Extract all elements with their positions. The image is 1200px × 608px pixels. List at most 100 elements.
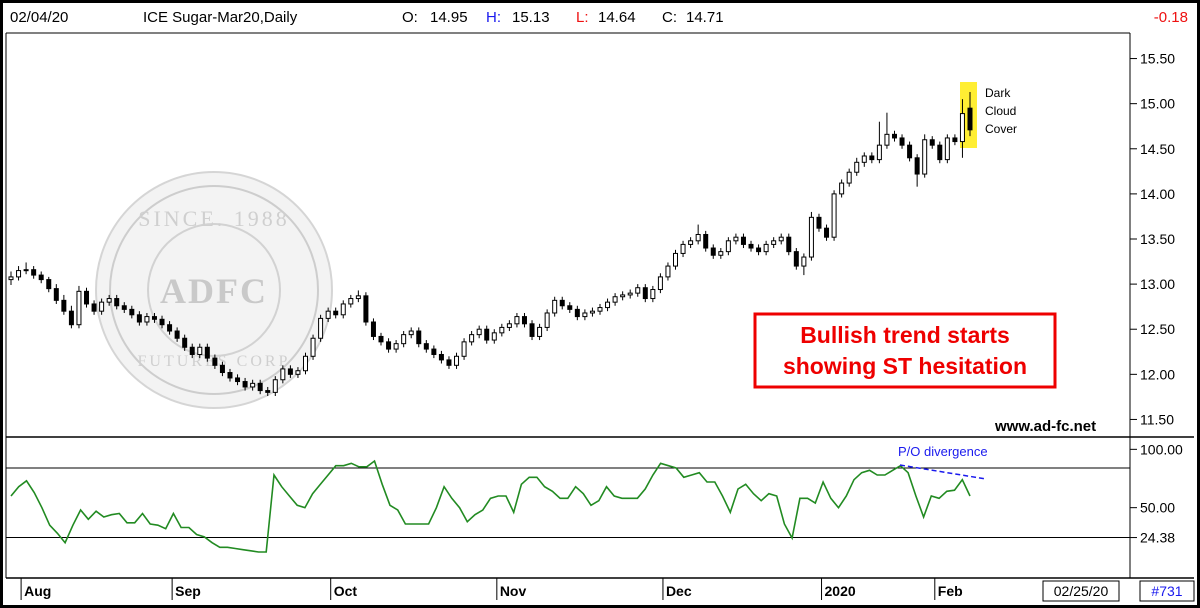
down-candle xyxy=(416,330,422,345)
down-candle xyxy=(529,323,535,337)
up-candle xyxy=(302,355,308,372)
up-candle xyxy=(393,343,399,350)
up-candle xyxy=(846,171,852,184)
up-candle xyxy=(106,298,112,303)
down-candle xyxy=(287,368,293,375)
x-tick-label: Sep xyxy=(175,583,201,599)
up-candle xyxy=(552,299,558,314)
down-candle xyxy=(756,247,762,253)
down-candle xyxy=(559,299,565,307)
down-candle xyxy=(227,372,233,379)
x-tick-label: Aug xyxy=(24,583,51,599)
open-value: 14.95 xyxy=(430,9,468,26)
up-candle xyxy=(944,137,950,161)
up-candle xyxy=(250,382,256,388)
price-tick-label: 15.50 xyxy=(1140,51,1175,67)
adfc-seal-watermark: SINCE. 1988 ADFC FUTURES CORP xyxy=(95,171,333,409)
up-candle xyxy=(612,296,618,303)
up-candle xyxy=(272,379,278,393)
up-candle xyxy=(355,295,361,300)
up-candle xyxy=(348,298,354,305)
up-candle xyxy=(801,256,807,267)
divergence-label: P/O divergence xyxy=(898,444,988,459)
up-candle xyxy=(476,328,482,336)
up-candle xyxy=(76,290,82,326)
up-candle xyxy=(778,236,784,242)
price-tick-label: 12.50 xyxy=(1140,321,1175,337)
up-candle xyxy=(808,216,814,258)
down-candle xyxy=(378,335,384,343)
up-candle xyxy=(650,289,656,300)
price-tick-label: 13.50 xyxy=(1140,231,1175,247)
up-candle xyxy=(839,182,845,195)
up-candle xyxy=(854,161,860,173)
oscillator-line xyxy=(10,459,971,553)
down-candle xyxy=(869,155,875,161)
pattern-label-line3: Cover xyxy=(985,122,1017,136)
up-candle xyxy=(318,317,324,339)
up-candle xyxy=(688,240,694,245)
price-tick-label: 14.00 xyxy=(1140,186,1175,202)
x-tick-label: 2020 xyxy=(825,583,856,599)
up-candle xyxy=(8,276,14,281)
up-candle xyxy=(295,370,301,375)
down-candle xyxy=(136,314,142,323)
x-tick-label: Dec xyxy=(666,583,692,599)
down-candle xyxy=(574,308,580,318)
up-candle xyxy=(499,326,505,334)
down-candle xyxy=(929,139,935,146)
down-candle xyxy=(333,310,339,316)
down-candle xyxy=(174,330,180,339)
up-candle xyxy=(861,155,867,163)
up-candle xyxy=(665,265,671,278)
price-tick-label: 13.00 xyxy=(1140,276,1175,292)
chart-number-box xyxy=(1139,580,1195,602)
down-candle xyxy=(91,303,97,312)
seal-text-top: SINCE. 1988 xyxy=(138,206,290,231)
down-candle xyxy=(907,144,913,159)
header-date: 02/04/20 xyxy=(10,9,68,26)
up-candle xyxy=(197,346,203,355)
up-candle xyxy=(280,368,286,381)
highlighted-candles xyxy=(959,91,973,158)
down-candle xyxy=(386,341,392,350)
down-candle xyxy=(189,346,195,355)
down-candle xyxy=(914,157,920,175)
up-candle xyxy=(454,355,460,366)
price-tick-label: 15.00 xyxy=(1140,96,1175,112)
down-candle xyxy=(642,287,648,300)
pattern-label-line2: Cloud xyxy=(985,104,1016,118)
up-candle xyxy=(831,193,837,238)
up-candle xyxy=(16,270,22,278)
up-candle xyxy=(733,236,739,242)
down-candle xyxy=(219,364,225,374)
down-candle xyxy=(61,299,67,312)
divergence-line xyxy=(899,464,987,480)
down-candle xyxy=(257,382,263,392)
up-candle xyxy=(657,276,663,291)
down-candle xyxy=(235,377,241,383)
high-label: H: xyxy=(486,9,501,26)
x-tick-label: Nov xyxy=(500,583,527,599)
callout-line1: Bullish trend starts xyxy=(800,322,1010,348)
oscillator-tick-label: 50.00 xyxy=(1140,500,1175,516)
down-candle xyxy=(182,337,188,348)
up-candle xyxy=(627,292,633,296)
down-candle xyxy=(446,359,452,366)
down-candle xyxy=(484,328,490,341)
up-candle xyxy=(589,310,595,314)
up-candle xyxy=(635,287,641,294)
down-candle xyxy=(167,324,173,332)
down-candle xyxy=(952,137,958,143)
low-label: L: xyxy=(576,9,589,26)
up-candle xyxy=(725,240,731,253)
up-candle xyxy=(506,323,512,328)
up-candle xyxy=(23,269,29,272)
low-value: 14.64 xyxy=(598,9,636,26)
x-tick-label: Oct xyxy=(334,583,358,599)
candlestick-series xyxy=(8,112,958,396)
down-candle xyxy=(899,137,905,146)
end-date-box xyxy=(1042,580,1120,602)
